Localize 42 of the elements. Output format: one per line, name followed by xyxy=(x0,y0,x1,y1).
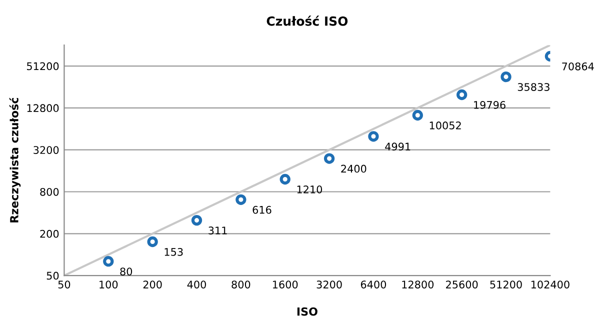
point xyxy=(324,153,335,164)
y-tick-label: 50 xyxy=(46,272,59,280)
y-axis-title: Rzeczywista czułość xyxy=(9,98,21,222)
x-tick-label: 6400 xyxy=(360,280,386,288)
x-tick-label: 102400 xyxy=(531,280,570,288)
data-label: 616 xyxy=(252,206,272,214)
x-tick-label: 1600 xyxy=(273,280,298,288)
y-tick-label: 200 xyxy=(40,230,59,238)
data-label: 10052 xyxy=(430,122,461,130)
chart-title: Czułość ISO xyxy=(266,16,348,26)
point xyxy=(368,131,379,142)
x-axis-title: ISO xyxy=(297,307,318,316)
data-label: 2400 xyxy=(341,164,366,173)
point xyxy=(456,89,468,100)
x-tick-label: 100 xyxy=(100,280,118,288)
point xyxy=(500,71,512,82)
point xyxy=(103,256,114,267)
x-tick-label: 3200 xyxy=(316,280,342,288)
point xyxy=(147,236,158,248)
data-label: 70864 xyxy=(562,62,594,70)
x-tick-label: 25600 xyxy=(446,280,478,288)
y-tick-label: 12800 xyxy=(27,104,59,112)
point xyxy=(412,110,423,121)
x-tick-label: 800 xyxy=(232,280,250,288)
data-label: 1210 xyxy=(297,185,322,194)
data-label: 153 xyxy=(164,248,183,256)
data-label: 4991 xyxy=(385,142,410,151)
point xyxy=(236,194,246,205)
y-tick-label: 3200 xyxy=(34,146,59,154)
data-label: 19796 xyxy=(474,101,506,109)
data-label: 80 xyxy=(120,268,132,276)
data-label: 35833 xyxy=(518,83,550,91)
x-tick-label: 50 xyxy=(58,280,70,288)
x-tick-label: 51200 xyxy=(490,280,522,288)
x-tick-label: 200 xyxy=(143,280,162,288)
point xyxy=(280,174,290,185)
y-tick-label: 800 xyxy=(40,188,59,196)
y-tick-label: 51200 xyxy=(27,62,59,70)
data-label: 311 xyxy=(208,226,227,234)
x-tick-label: 400 xyxy=(187,280,206,288)
x-tick-label: 12800 xyxy=(402,280,434,288)
point xyxy=(191,214,202,226)
